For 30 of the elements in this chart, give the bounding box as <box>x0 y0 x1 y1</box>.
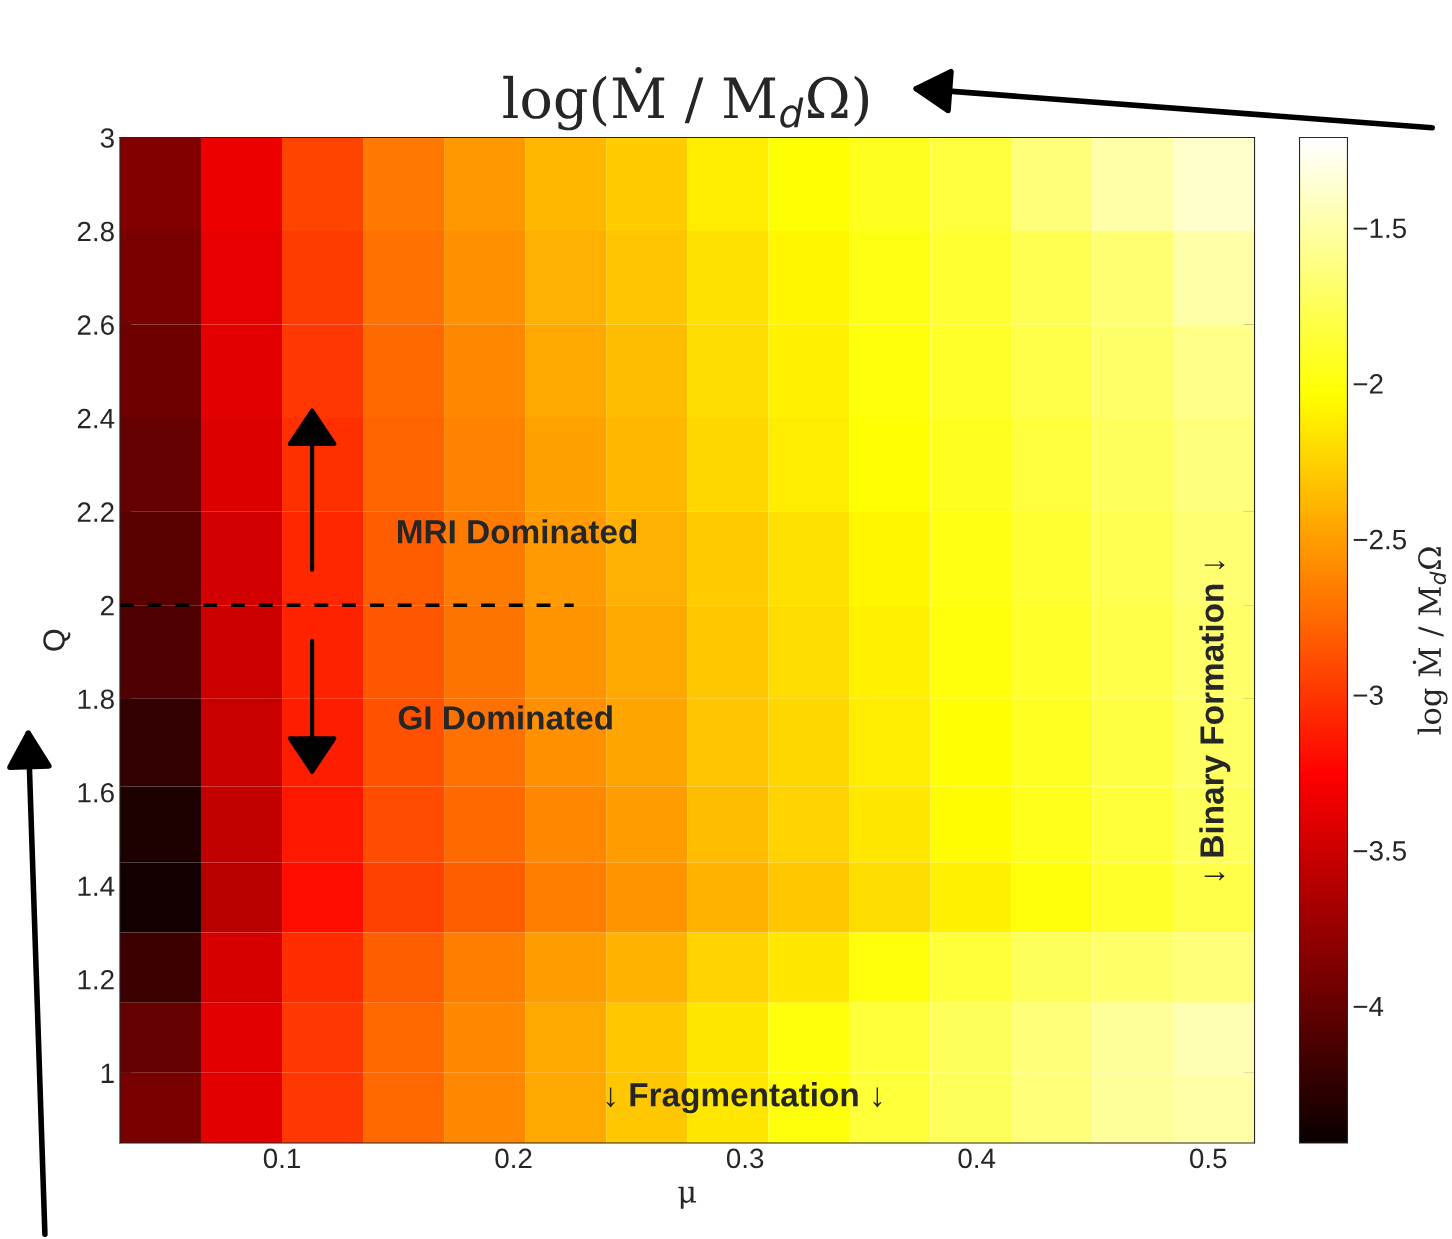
y-tick-label: 3 <box>100 128 114 148</box>
annotation: ↓ Fragmentation ↓ <box>606 1082 882 1114</box>
y-tick-label: 2.2 <box>77 502 114 522</box>
y-tick-label: 2.4 <box>77 408 115 429</box>
x-tick-label: 0.2 <box>495 1148 532 1169</box>
y-tick-label: 2 <box>101 595 114 616</box>
color-bar-label: −4 <box>1353 996 1384 1017</box>
annotation: GI Dominated <box>398 705 612 730</box>
annotation: ↓ Binary Formation ↓ <box>1199 561 1231 881</box>
color-bar-label: −1.5 <box>1353 218 1406 239</box>
x-tick-label: 0.4 <box>958 1148 996 1169</box>
chart-title: log(Ṁ / M$_{d}$Ω) <box>503 66 869 131</box>
x-tick-label: 0.5 <box>1190 1148 1227 1169</box>
color-bar-title: log Ṁ / M$_{d}$Ω <box>1412 547 1448 735</box>
y-tick-label: 1.2 <box>78 969 114 990</box>
y-tick-label: 1 <box>101 1063 114 1083</box>
color-bar-label: −3.5 <box>1353 841 1406 861</box>
y-tick-label: 1.6 <box>78 782 114 803</box>
color-bar-label: −2.5 <box>1353 529 1406 550</box>
x-tick-label: 0.1 <box>263 1148 300 1169</box>
color-bar-label: −2 <box>1353 374 1383 394</box>
y-tick-label: 2.6 <box>77 315 114 335</box>
y-axis-title: Q <box>43 629 71 651</box>
y-tick-label: 1.8 <box>78 689 114 710</box>
x-axis-title: μ <box>678 1186 697 1209</box>
y-tick-label: 1.4 <box>78 876 115 896</box>
annotation: MRI Dominated <box>397 519 637 544</box>
y-tick-label: 2.8 <box>77 221 114 242</box>
x-tick-label: 0.3 <box>726 1148 764 1169</box>
color-bar-label: −3 <box>1353 685 1383 706</box>
